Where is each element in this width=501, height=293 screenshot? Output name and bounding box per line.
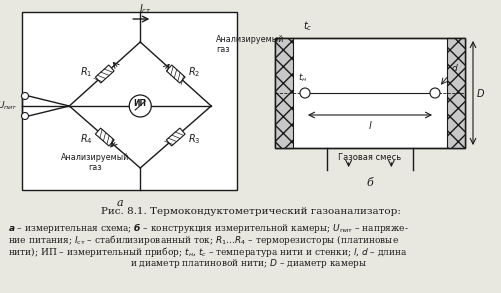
Text: ИП: ИП <box>133 100 146 108</box>
Text: Анализируемый: Анализируемый <box>61 154 129 163</box>
Text: б: б <box>366 178 373 188</box>
Circle shape <box>129 95 151 117</box>
Text: Рис. 8.1. Термокондуктометрический газоанализатор:: Рис. 8.1. Термокондуктометрический газоа… <box>101 207 400 216</box>
Text: и диаметр платиновой нити; $D$ – диаметр камеры: и диаметр платиновой нити; $D$ – диаметр… <box>130 257 366 270</box>
Text: $\bfit{а}$ – измерительная схема; $\bfit{б}$ – конструкция измерительной камеры;: $\bfit{а}$ – измерительная схема; $\bfit… <box>8 221 408 235</box>
Text: газ: газ <box>88 163 102 173</box>
Text: $t_с$: $t_с$ <box>303 19 312 33</box>
Bar <box>446 38 464 148</box>
Text: $R_3$: $R_3$ <box>187 132 200 146</box>
Text: $U_{пит}$: $U_{пит}$ <box>0 100 18 112</box>
Circle shape <box>429 88 439 98</box>
Text: газ: газ <box>216 45 229 54</box>
Polygon shape <box>166 65 185 83</box>
Text: нити); ИП – измерительный прибор; $t_н$, $t_с$ – температура нити и стенки; $l$,: нити); ИП – измерительный прибор; $t_н$,… <box>8 245 407 259</box>
Bar <box>22 12 236 190</box>
Bar <box>275 38 464 148</box>
Text: $t_{н}$: $t_{н}$ <box>298 71 307 84</box>
Text: Анализируемый: Анализируемый <box>216 35 284 45</box>
Polygon shape <box>95 65 114 83</box>
Text: Газовая смесь: Газовая смесь <box>338 152 401 161</box>
Text: $R_1$: $R_1$ <box>80 65 93 79</box>
Text: а: а <box>116 198 123 208</box>
Text: ние питания; $I_\mathrm{ст}$ – стабилизированный ток; $R_1$...$R_4$ – терморезис: ние питания; $I_\mathrm{ст}$ – стабилизи… <box>8 233 398 247</box>
Circle shape <box>22 93 29 100</box>
Text: $I_{ст}$: $I_{ст}$ <box>139 2 151 16</box>
Text: $R_2$: $R_2$ <box>187 65 199 79</box>
Text: $D$: $D$ <box>475 87 484 99</box>
Text: $l$: $l$ <box>367 119 372 131</box>
Circle shape <box>22 113 29 120</box>
Polygon shape <box>95 128 114 146</box>
Text: $R_4$: $R_4$ <box>80 132 93 146</box>
Polygon shape <box>166 128 185 146</box>
Text: $d$: $d$ <box>450 62 458 73</box>
Bar <box>275 38 293 148</box>
Circle shape <box>300 88 310 98</box>
Bar <box>275 38 464 148</box>
